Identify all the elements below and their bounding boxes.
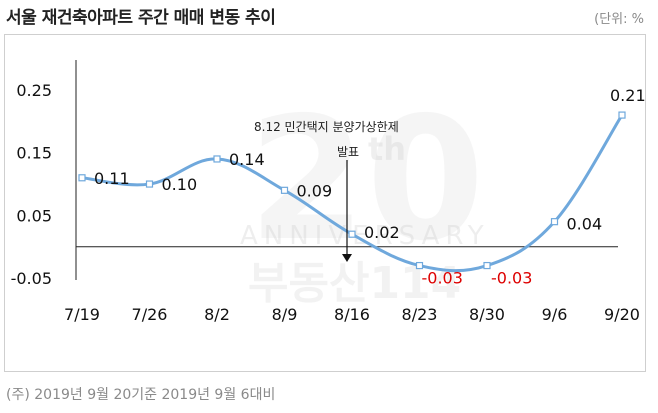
data-label: 0.11	[94, 169, 130, 188]
series-line: 0.11 0.10 0.14 0.09 0.02 -0.03 -0.03 0.04 0.21	[78, 86, 646, 288]
data-point	[280, 186, 289, 194]
x-tick-label: 8/23	[402, 305, 438, 324]
data-point	[483, 261, 491, 270]
data-label: 0.21	[610, 86, 646, 105]
x-tick-label: 9/20	[604, 305, 640, 324]
watermark-text: ANNIVERSARY	[240, 221, 490, 251]
data-point	[550, 218, 559, 226]
data-label: 0.04	[567, 215, 603, 234]
y-tick-label: 0.25	[16, 81, 52, 100]
y-axis: 0.25 0.15 0.05 -0.05	[11, 60, 77, 288]
x-tick-label: 8/9	[272, 305, 298, 324]
data-label: -0.03	[491, 269, 532, 288]
y-tick-label: -0.05	[11, 269, 52, 288]
annotation-line2: 발표	[337, 145, 359, 159]
data-label: 0.14	[229, 150, 265, 169]
chart-frame	[4, 34, 646, 372]
annotation-line1: 8.12 민간택지 분양가상한제	[254, 120, 399, 134]
data-label: 0.10	[162, 175, 198, 194]
x-tick-label: 7/19	[64, 305, 100, 324]
annotation-arrow-head	[342, 254, 352, 262]
data-point	[78, 174, 86, 182]
y-tick-label: 0.05	[16, 206, 52, 225]
policy-annotation: 8.12 민간택지 분양가상한제 발표	[254, 120, 399, 262]
data-point	[348, 230, 356, 238]
watermark-number: 20	[248, 81, 485, 279]
y-tick-label: 0.15	[16, 144, 52, 163]
watermark-suffix: th	[368, 130, 406, 168]
data-label: 0.02	[364, 223, 400, 242]
x-tick-label: 8/2	[204, 305, 230, 324]
x-tick-label: 7/26	[132, 305, 168, 324]
x-tick-label: 8/16	[334, 305, 370, 324]
data-point	[618, 111, 626, 119]
chart-title: 서울 재건축아파트 주간 매매 변동 추이	[6, 8, 276, 28]
data-point	[213, 155, 221, 163]
data-point	[145, 180, 154, 188]
footnote: (주) 2019년 9월 20기준 2019년 9월 6대비	[6, 387, 276, 403]
unit-label: (단위: %	[594, 12, 644, 27]
x-tick-label: 8/30	[469, 305, 505, 324]
data-label: -0.03	[422, 269, 463, 288]
x-tick-label: 9/6	[542, 305, 568, 324]
data-label: 0.09	[297, 181, 333, 200]
data-point	[415, 261, 424, 270]
watermark: 20 th ANNIVERSARY 부동산114	[240, 81, 490, 309]
